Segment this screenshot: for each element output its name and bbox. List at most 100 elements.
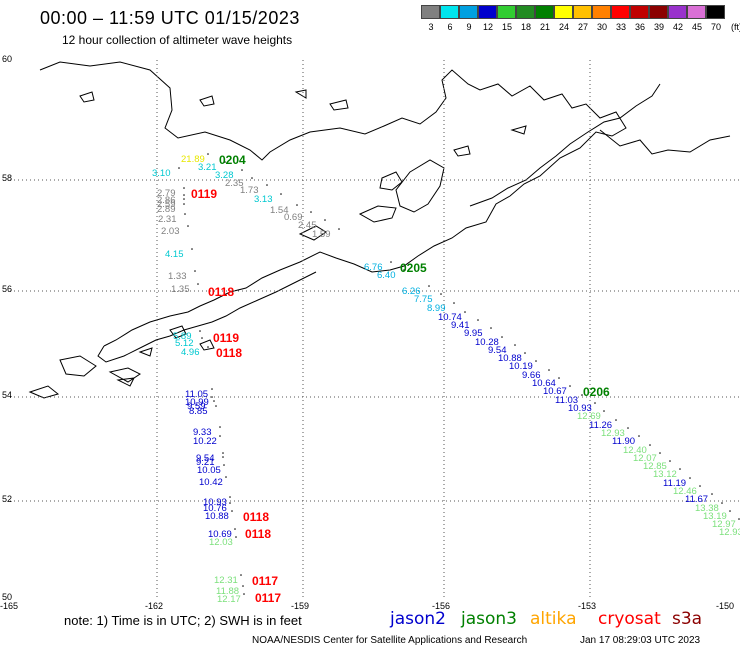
wave-height-label: 2.45 xyxy=(298,220,317,231)
track-point xyxy=(535,360,537,362)
wave-height-label: 10.93 xyxy=(203,497,227,508)
colorbar-label: 15 xyxy=(501,22,512,32)
wave-height-label: 2.03 xyxy=(161,226,180,237)
track-point xyxy=(490,327,492,329)
wave-height-label: 1.59 xyxy=(312,229,331,240)
colorbar-swatch xyxy=(478,5,497,19)
track-point xyxy=(711,493,713,495)
track-point xyxy=(224,161,226,163)
wave-height-label: 3.28 xyxy=(215,170,234,181)
colorbar-label: 30 xyxy=(596,22,607,32)
lon-label-150: -150 xyxy=(716,601,735,611)
colorbar-swatch xyxy=(630,5,649,19)
lon-label-162: -162 xyxy=(145,601,164,611)
colorbar-swatch xyxy=(516,5,535,19)
track-point xyxy=(615,419,617,421)
track-point xyxy=(501,336,503,338)
track-point xyxy=(183,198,185,200)
legend-s3a: s3a xyxy=(672,609,703,629)
track-point xyxy=(280,193,282,195)
colorbar-label: 42 xyxy=(672,22,683,32)
wave-height-label: 13.19 xyxy=(703,511,727,522)
generated-timestamp: Jan 17 08:29:03 UTC 2023 xyxy=(580,635,701,646)
wave-height-label: 12.17 xyxy=(217,594,241,605)
wave-height-label: 6.40 xyxy=(377,270,396,281)
pass-time-label: 0206 xyxy=(583,385,610,399)
wave-height-label: 9.66 xyxy=(522,370,541,381)
legend-cryosat: cryosat xyxy=(598,609,661,629)
lat-label-60: 60 xyxy=(2,54,13,64)
wave-height-label: 10.42 xyxy=(199,477,223,488)
wave-height-label: 3.21 xyxy=(198,162,217,173)
track-point xyxy=(627,427,629,429)
wave-height-label: 12.69 xyxy=(577,411,601,422)
colorbar: 3 6 9 12 15 18 21 24 27 30 33 36 39 42 45 70 xyxy=(421,5,740,39)
lat-label-50: 50 xyxy=(2,592,13,602)
wave-height-label: 9.54 xyxy=(196,453,215,464)
track-point xyxy=(222,456,224,458)
wave-height-label: 11.03 xyxy=(555,395,579,406)
wave-height-label: 1.54 xyxy=(270,205,289,216)
wave-height-label: 4.96 xyxy=(181,347,200,358)
measurement-points xyxy=(178,153,740,595)
track-point xyxy=(659,452,661,454)
peninsula-islands xyxy=(28,355,141,399)
colorbar-label: 27 xyxy=(577,22,588,32)
track-point xyxy=(178,167,180,169)
pass-time-label: 0118 xyxy=(243,510,270,524)
wave-height-label: 9.95 xyxy=(464,328,483,339)
track-point xyxy=(211,396,213,398)
track-point xyxy=(207,346,209,348)
colorbar-label: 45 xyxy=(691,22,702,32)
lat-label-52: 52 xyxy=(2,494,13,504)
wave-height-label: 6.76 xyxy=(364,262,383,273)
wave-height-label: 5.89 xyxy=(173,331,192,342)
track-point xyxy=(679,468,681,470)
lat-label-56: 56 xyxy=(2,284,13,294)
wave-height-label: 10.99 xyxy=(185,397,209,408)
colorbar-label: 33 xyxy=(615,22,626,32)
alaska-peninsula-south xyxy=(97,271,317,363)
wave-height-label: 7.75 xyxy=(414,294,433,305)
colorbar-unit: (ft) xyxy=(731,22,740,32)
track-point xyxy=(548,369,550,371)
wave-height-label: 13.12 xyxy=(653,469,677,480)
wave-height-label: 12.93 xyxy=(719,527,740,538)
wave-height-label: 10.05 xyxy=(197,465,221,476)
legend-altika: altika xyxy=(530,609,577,629)
wave-height-label: 11.90 xyxy=(612,436,636,447)
track-point xyxy=(231,510,233,512)
pass-time-label: 0119 xyxy=(213,331,240,345)
track-point xyxy=(211,388,213,390)
alaska-coastline xyxy=(39,61,627,347)
inland-lakes xyxy=(79,89,527,157)
iliamna-lake xyxy=(358,205,397,223)
colorbar-swatch xyxy=(592,5,611,19)
track-point xyxy=(390,261,392,263)
colorbar-swatch xyxy=(459,5,478,19)
afognak-island xyxy=(379,171,403,191)
wave-height-label: 13.38 xyxy=(695,503,719,514)
wave-height-label: 10.88 xyxy=(498,353,522,364)
wave-height-label: 10.88 xyxy=(205,511,229,522)
colorbar-swatch xyxy=(535,5,554,19)
pass-time-label: 0118 xyxy=(245,527,272,541)
track-point xyxy=(234,528,236,530)
track-point xyxy=(191,248,193,250)
wave-height-label: 10.19 xyxy=(509,361,533,372)
track-point xyxy=(184,213,186,215)
wave-height-label: 0.69 xyxy=(284,212,303,223)
track-point xyxy=(296,204,298,206)
track-point xyxy=(207,153,209,155)
kenai-coast xyxy=(469,83,661,207)
track-point xyxy=(524,352,526,354)
lon-label-165: -165 xyxy=(0,601,19,611)
track-point xyxy=(440,293,442,295)
track-point xyxy=(201,337,203,339)
credit-line: NOAA/NESDIS Center for Satellite Applica… xyxy=(252,635,528,646)
wave-height-label: 1.73 xyxy=(240,185,259,196)
colorbar-swatch xyxy=(421,5,440,19)
track-point xyxy=(689,477,691,479)
lat-label-58: 58 xyxy=(2,173,13,183)
